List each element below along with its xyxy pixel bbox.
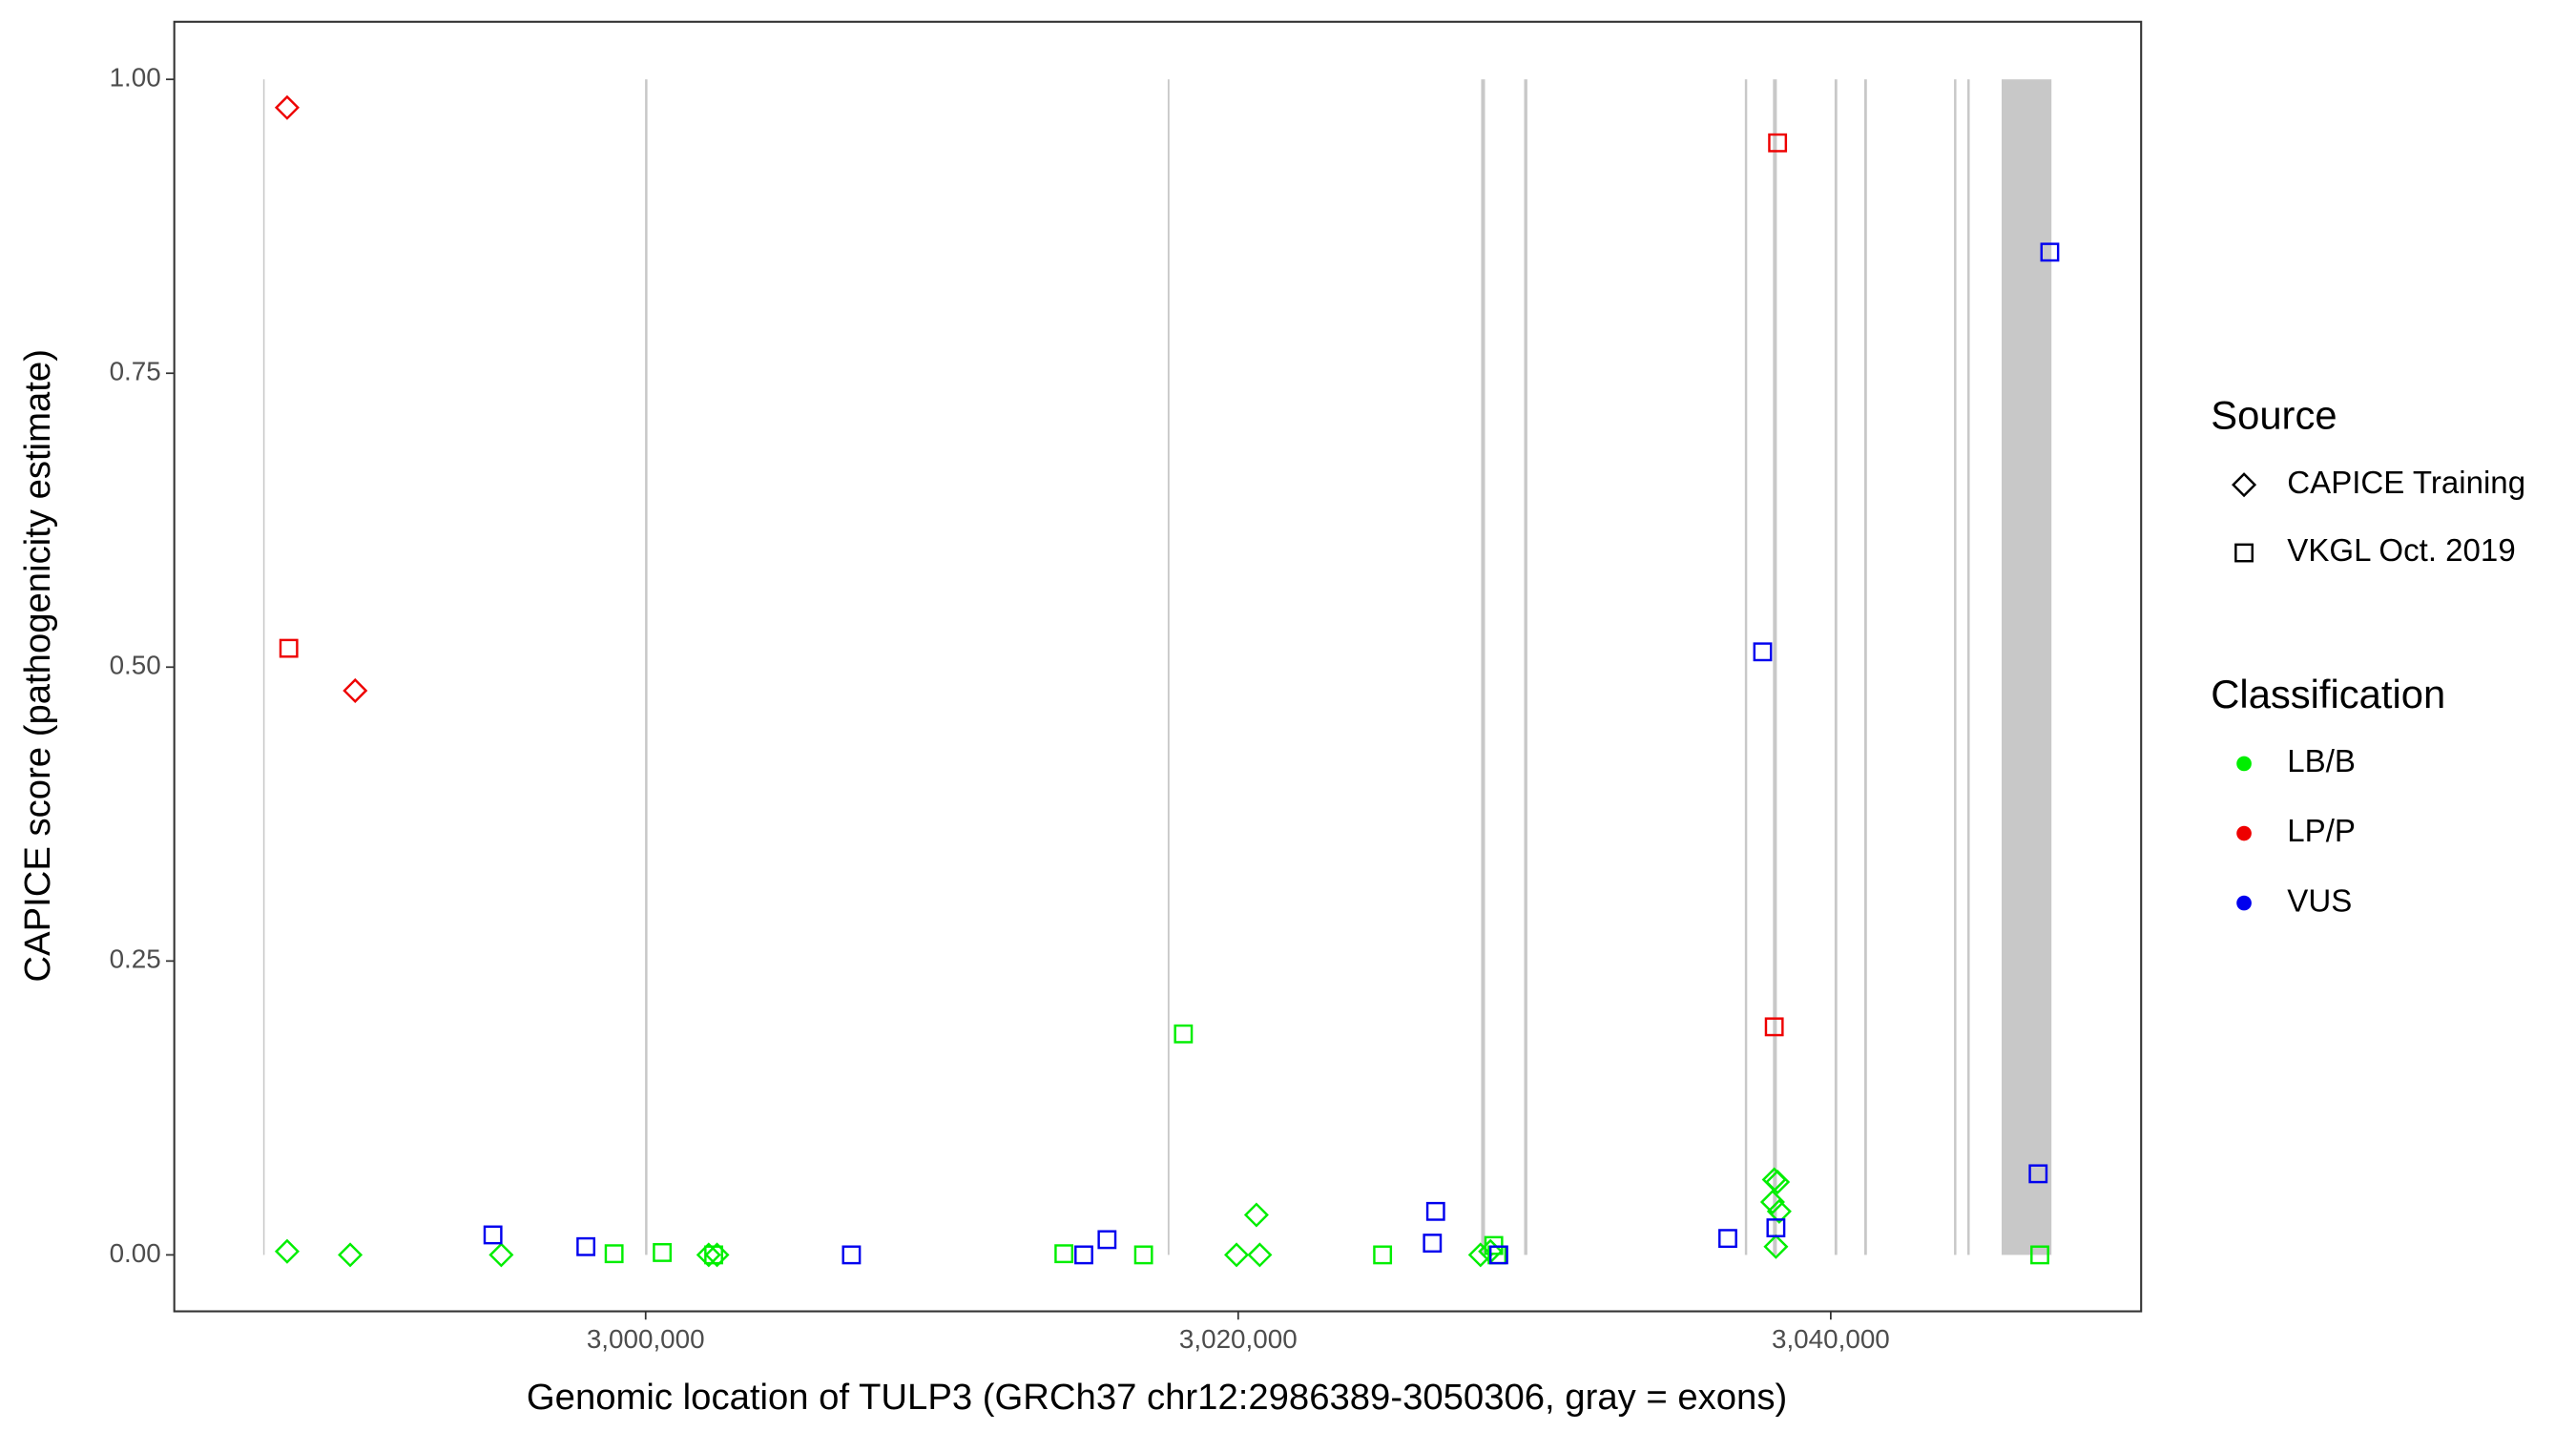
- exon: [1834, 79, 1838, 1255]
- point: [1133, 1245, 1153, 1265]
- point: [2040, 242, 2060, 262]
- exon: [1744, 79, 1748, 1255]
- exon: [262, 79, 265, 1255]
- y-tick-label: 0.75: [110, 357, 161, 386]
- point: [1765, 1169, 1791, 1195]
- point: [1054, 1244, 1074, 1264]
- y-tick-label: 0.50: [110, 651, 161, 680]
- point: [1174, 1024, 1194, 1044]
- x-axis-title: Genomic location of TULP3 (GRCh37 chr12:…: [527, 1377, 1787, 1418]
- point: [343, 677, 368, 703]
- legend-key: [2232, 472, 2257, 498]
- point: [2030, 1245, 2049, 1265]
- exon: [645, 79, 648, 1255]
- point: [483, 1225, 503, 1245]
- point: [1243, 1202, 1269, 1228]
- point: [279, 638, 299, 658]
- exon: [1773, 79, 1777, 1255]
- point: [1097, 1230, 1117, 1250]
- legend-label: LB/B: [2287, 744, 2356, 779]
- legend-key: [2236, 895, 2252, 911]
- point: [704, 1245, 723, 1265]
- y-axis-title: CAPICE score (pathogenicity estimate): [17, 349, 58, 983]
- y-tick-label: 0.00: [110, 1238, 161, 1268]
- point: [1753, 642, 1773, 662]
- point: [488, 1242, 514, 1268]
- exon: [1524, 79, 1527, 1255]
- legend-key: [2234, 543, 2254, 563]
- point: [1247, 1242, 1273, 1268]
- point: [576, 1236, 596, 1256]
- point: [1425, 1201, 1445, 1221]
- point: [1373, 1245, 1393, 1265]
- point: [1764, 1017, 1784, 1037]
- y-tick-label: 1.00: [110, 63, 161, 93]
- legend-label: VKGL Oct. 2019: [2287, 533, 2515, 569]
- point: [1718, 1229, 1737, 1249]
- legend-key: [2236, 825, 2252, 841]
- point: [696, 1242, 721, 1268]
- x-tick-label: 3,020,000: [1179, 1324, 1298, 1354]
- point: [604, 1244, 624, 1264]
- point: [1224, 1242, 1250, 1268]
- legend-key: [2236, 756, 2252, 772]
- point: [704, 1242, 730, 1268]
- y-tick-label: 0.25: [110, 944, 161, 974]
- legend-title: Classification: [2211, 672, 2445, 716]
- point: [1766, 1218, 1786, 1237]
- point: [1488, 1245, 1508, 1265]
- point: [338, 1242, 364, 1268]
- point: [1074, 1245, 1093, 1265]
- point: [1759, 1189, 1785, 1214]
- x-tick-label: 3,040,000: [1772, 1324, 1890, 1354]
- point: [653, 1243, 673, 1262]
- exon: [1954, 79, 1957, 1255]
- x-tick-label: 3,000,000: [587, 1324, 705, 1354]
- legend-label: VUS: [2287, 883, 2352, 919]
- point: [1768, 133, 1788, 153]
- point: [274, 1238, 300, 1264]
- exon: [1967, 79, 1970, 1255]
- legend-label: CAPICE Training: [2287, 466, 2525, 501]
- point: [2028, 1164, 2048, 1184]
- point: [1766, 1198, 1792, 1224]
- exon: [1167, 79, 1170, 1255]
- point: [841, 1245, 862, 1265]
- point: [1423, 1234, 1443, 1253]
- panel-border: [173, 20, 2143, 1313]
- legend-label: LP/P: [2287, 814, 2356, 849]
- point: [1763, 1234, 1789, 1259]
- exon: [1863, 79, 1867, 1255]
- exon: [1481, 79, 1485, 1255]
- exon: [2002, 79, 2052, 1255]
- point: [274, 94, 300, 120]
- legend-title: Source: [2211, 393, 2337, 438]
